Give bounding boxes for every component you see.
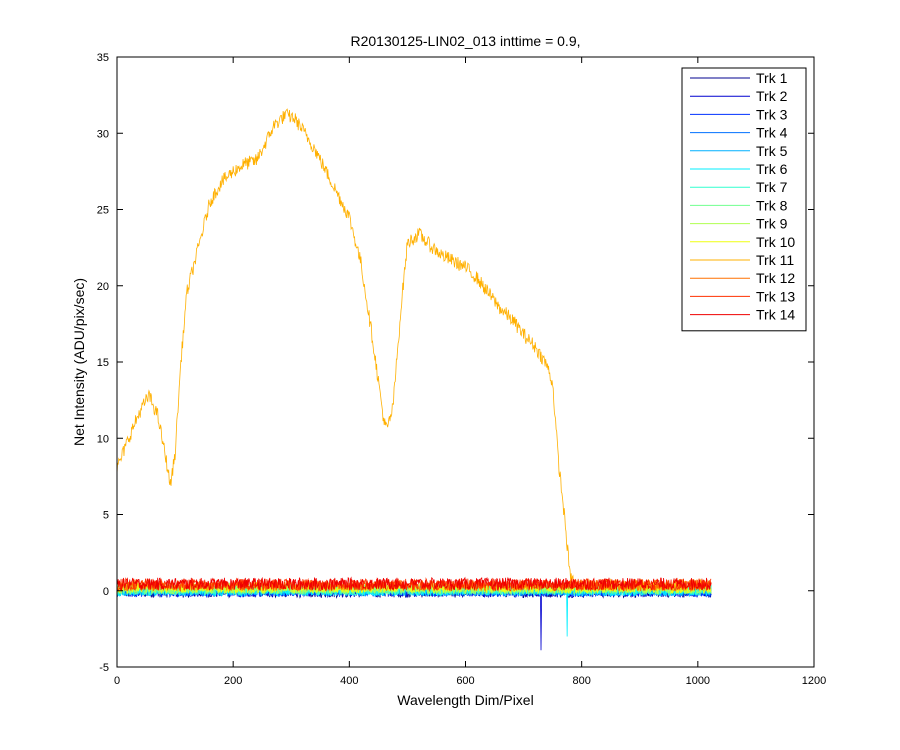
- legend: Trk 1 Trk 2 Trk 3 Trk 4 Trk 5 Trk 6 Trk 7 Trk 8…: [681, 67, 807, 332]
- y-tick-label: 5: [103, 510, 109, 522]
- legend-entry: Trk 14: [756, 307, 795, 323]
- x-tick-label: 1000: [686, 675, 710, 687]
- legend-entry: Trk 8: [756, 197, 788, 213]
- legend-entry: Trk 4: [756, 125, 788, 141]
- legend-entry: Trk 7: [756, 179, 788, 195]
- x-tick-label: 0: [114, 675, 120, 687]
- legend-entry: Trk 13: [756, 288, 795, 304]
- y-tick-label: 10: [97, 433, 109, 445]
- legend-entry: Trk 2: [756, 88, 788, 104]
- legend-entry: Trk 9: [756, 216, 788, 232]
- y-tick-label: -5: [99, 662, 109, 674]
- x-tick-label: 600: [456, 675, 474, 687]
- axes-layer: 0 200 400 600 800 1000 1200 -5 0 5 10 15 20 25 30 35: [97, 52, 826, 687]
- y-tick-label: 35: [97, 52, 109, 64]
- y-tick-label: 15: [97, 357, 109, 369]
- y-axis-label: Net Intensity (ADU/pix/sec): [71, 278, 87, 446]
- legend-entry: Trk 10: [756, 234, 795, 250]
- y-tick-label: 0: [103, 586, 109, 598]
- chart-title: R20130125-LIN02_013 inttime = 0.9,: [351, 33, 581, 49]
- legend-entry: Trk 5: [756, 143, 788, 159]
- legend-entry: Trk 3: [756, 106, 788, 122]
- series-layer: [116, 108, 712, 651]
- series-line: [116, 576, 712, 592]
- y-tick-label: 25: [97, 205, 109, 217]
- x-tick-label: 1200: [802, 675, 826, 687]
- legend-entry: Trk 1: [756, 70, 788, 86]
- legend-entry: Trk 6: [756, 161, 788, 177]
- legend-entry: Trk 11: [756, 252, 794, 268]
- x-tick-label: 800: [572, 675, 590, 687]
- y-tick-label: 20: [97, 281, 109, 293]
- x-tick-label: 400: [340, 675, 358, 687]
- plot-frame: [116, 56, 815, 668]
- y-tick-label: 30: [97, 128, 109, 140]
- x-axis-label: Wavelength Dim/Pixel: [397, 692, 533, 708]
- x-tick-label: 200: [224, 675, 242, 687]
- legend-box: [681, 67, 807, 332]
- legend-entry: Trk 12: [756, 270, 795, 286]
